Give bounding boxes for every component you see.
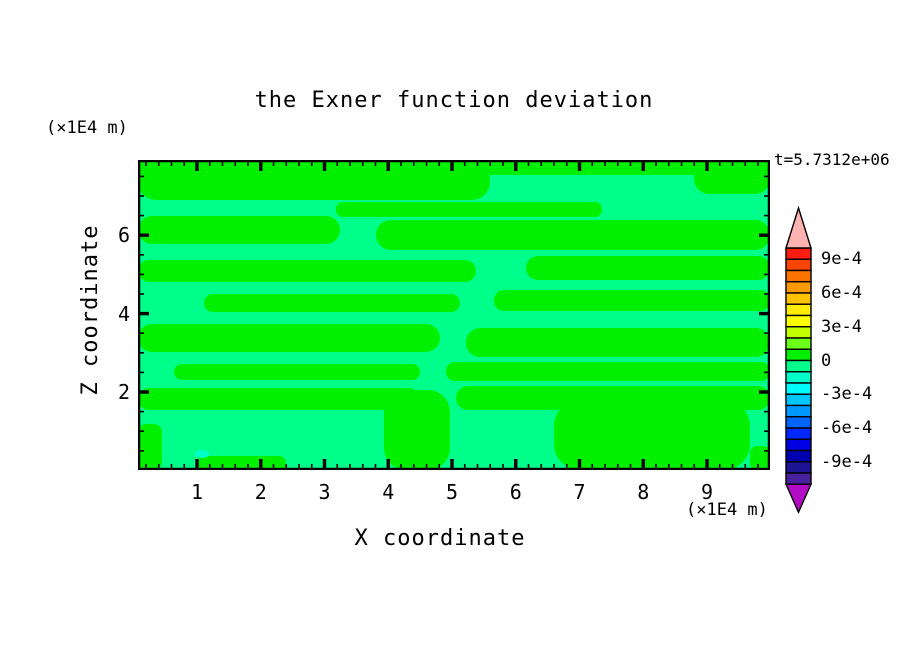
colorbar-segment <box>785 416 812 429</box>
colorbar-segment <box>785 247 812 260</box>
colorbar-under-arrow <box>784 483 813 514</box>
x-axis-unit-label: (×1E4 m) <box>686 500 768 520</box>
colorbar-segment <box>785 472 812 485</box>
colorbar-segment <box>785 427 812 440</box>
positive-contour-band <box>466 328 770 357</box>
colorbar-tick-label: -3e-4 <box>821 384 873 405</box>
colorbar-segment <box>785 404 812 418</box>
colorbar-tick-label: 0 <box>821 350 832 371</box>
colorbar-segment <box>785 258 812 272</box>
x-tick-label: 3 <box>318 480 331 504</box>
x-tick-label: 8 <box>637 480 650 504</box>
x-tick-label: 7 <box>573 480 586 504</box>
y-tick-label: 2 <box>117 380 130 404</box>
colorbar-segment <box>785 314 812 328</box>
positive-contour-band <box>494 290 770 311</box>
colorbar-segment <box>785 371 812 384</box>
positive-contour-band <box>694 160 770 194</box>
positive-contour-band <box>750 446 770 470</box>
positive-contour-band <box>526 256 770 280</box>
positive-contour-band <box>174 364 420 380</box>
y-axis-unit-label: (×1E4 m) <box>46 118 128 138</box>
x-tick-label: 9 <box>700 480 714 504</box>
colorbar-segment <box>785 326 812 339</box>
colorbar-segment <box>785 393 812 407</box>
colorbar-segment <box>785 438 812 452</box>
positive-contour-band <box>138 160 490 200</box>
colorbar-segment <box>785 303 812 317</box>
x-tick-label: 5 <box>445 480 459 504</box>
colorbar-tick-label: 6e-4 <box>821 283 862 303</box>
colorbar-segment <box>785 461 812 474</box>
positive-contour-band <box>384 390 450 470</box>
x-axis-title: X coordinate <box>354 526 526 551</box>
colorbar-segment <box>785 292 812 305</box>
positive-contour-band <box>138 260 476 282</box>
negative-contour-spot <box>195 450 209 458</box>
positive-contour-band <box>138 424 162 470</box>
colorbar-tick-label: 9e-4 <box>821 249 862 270</box>
positive-contour-band <box>376 220 770 250</box>
positive-contour-band <box>138 216 340 244</box>
colorbar-segment <box>785 269 812 283</box>
x-tick-label: 1 <box>190 480 204 504</box>
positive-contour-band <box>446 362 770 381</box>
positive-contour-band <box>198 456 286 470</box>
colorbar-segment <box>785 281 812 294</box>
colorbar-segment <box>785 359 812 373</box>
positive-contour-band <box>138 388 420 410</box>
colorbar-segment <box>785 337 812 350</box>
y-tick-label: 4 <box>117 301 130 326</box>
colorbar-tick-label: -9e-4 <box>821 451 873 472</box>
figure-title: the Exner function deviation <box>254 88 654 113</box>
time-annotation: t=5.7312e+06 <box>774 150 890 169</box>
colorbar-tick-label: 3e-4 <box>821 316 862 337</box>
colorbar-segment <box>785 449 812 463</box>
positive-contour-band <box>138 324 440 352</box>
plot-frame <box>138 160 770 470</box>
colorbar-tick-label: -6e-4 <box>821 418 873 438</box>
colorbar-segment <box>785 382 812 395</box>
colorbar-over-arrow <box>785 205 812 249</box>
positive-contour-band <box>554 400 750 470</box>
colorbar-segment <box>785 348 812 362</box>
contour-plot-area <box>138 160 770 470</box>
y-tick-label: 6 <box>117 223 130 248</box>
colorbar <box>784 205 813 514</box>
x-tick-label: 4 <box>382 480 395 504</box>
x-tick-label: 6 <box>509 480 522 504</box>
x-tick-label: 2 <box>254 480 267 504</box>
y-axis-title: Z coordinate <box>78 224 103 396</box>
positive-contour-band <box>204 294 460 312</box>
positive-contour-band <box>336 202 602 217</box>
